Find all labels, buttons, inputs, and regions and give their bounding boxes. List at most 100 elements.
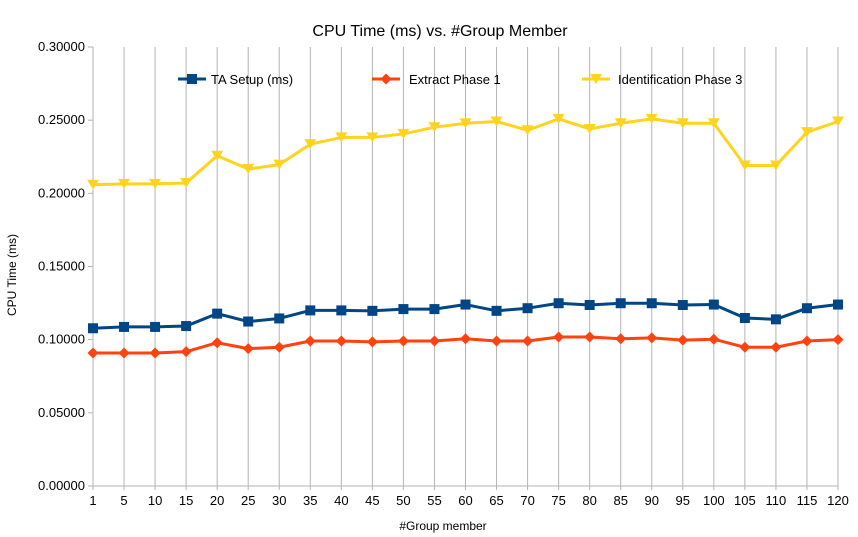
data-point [459, 118, 472, 129]
legend-swatch-marker [380, 73, 392, 85]
y-tick-label: 0.05000 [38, 405, 85, 420]
data-point [833, 299, 843, 310]
data-point [832, 116, 844, 127]
y-axis-ticks: 0.00000 0.05000 0.10000 0.15000 0.20000 0.250… [38, 39, 93, 493]
data-point [490, 116, 503, 127]
legend-item: Extract Phase 1 [372, 72, 501, 87]
data-point [491, 305, 502, 316]
data-point [88, 323, 98, 334]
data-point [491, 335, 503, 347]
data-point [305, 305, 316, 316]
data-point [677, 299, 688, 310]
data-point [273, 341, 285, 353]
x-tick-label: 5 [120, 493, 127, 508]
x-tick-label: 55 [427, 493, 441, 508]
series-2 [87, 113, 844, 190]
x-tick-label: 105 [734, 493, 756, 508]
x-tick-label: 40 [334, 493, 348, 508]
series-group [87, 113, 844, 359]
y-tick-label: 0.20000 [38, 185, 85, 200]
data-point [553, 298, 564, 309]
data-point [801, 303, 812, 314]
data-point [584, 299, 595, 310]
legend-swatch-marker [187, 74, 197, 84]
x-tick-label: 35 [303, 493, 317, 508]
data-point [397, 128, 410, 139]
x-tick-label: 95 [676, 493, 690, 508]
legend-label: TA Setup (ms) [211, 72, 293, 87]
x-tick-label: 75 [551, 493, 565, 508]
data-point [677, 334, 689, 346]
x-tick-label: 100 [703, 493, 725, 508]
y-tick-label: 0.30000 [38, 39, 85, 54]
data-point [460, 299, 471, 310]
data-point [646, 298, 657, 309]
data-point [367, 305, 378, 316]
y-axis-label: CPU Time (ms) [5, 234, 19, 316]
y-tick-label: 0.15000 [38, 259, 85, 274]
data-point [87, 179, 99, 190]
x-tick-label: 15 [179, 493, 193, 508]
x-axis-ticks: 1 5 10 15 20 25 30 35 40 45 50 55 60 65 70 75 80 85 90 95 10… [89, 486, 849, 508]
x-tick-label: 110 [766, 493, 787, 508]
data-point [769, 160, 782, 171]
data-point [336, 305, 347, 316]
x-tick-label: 70 [520, 493, 534, 508]
data-point [274, 313, 285, 324]
x-tick-label: 80 [582, 493, 596, 508]
x-tick-label: 90 [645, 493, 659, 508]
data-point [149, 347, 161, 359]
data-point [646, 332, 658, 344]
data-point [428, 335, 440, 347]
data-point [366, 336, 378, 348]
x-tick-label: 30 [272, 493, 286, 508]
data-point [615, 298, 626, 309]
data-point [87, 347, 99, 359]
y-tick-label: 0.25000 [38, 112, 85, 127]
x-tick-label: 1 [89, 493, 96, 508]
data-point [584, 331, 596, 343]
data-point [242, 164, 255, 175]
data-point [676, 118, 689, 129]
data-point [739, 313, 750, 324]
data-point [645, 113, 658, 124]
x-tick-label: 50 [396, 493, 410, 508]
data-point [460, 333, 471, 345]
data-point [180, 177, 193, 188]
data-point [583, 123, 596, 134]
data-point [118, 347, 130, 359]
legend-swatch-marker [590, 74, 602, 84]
data-point [428, 122, 441, 133]
data-point [118, 178, 131, 189]
data-point [522, 335, 534, 347]
series-0 [88, 298, 843, 334]
data-point [739, 341, 751, 353]
data-point [553, 331, 565, 343]
data-point [615, 333, 627, 345]
data-point [614, 118, 627, 129]
x-tick-label: 45 [365, 493, 379, 508]
legend-label: Identification Phase 3 [618, 72, 742, 87]
data-point [738, 160, 751, 171]
data-point [770, 314, 781, 325]
data-point [335, 335, 347, 347]
data-point [149, 178, 162, 189]
data-point [119, 321, 130, 332]
data-point [707, 118, 720, 129]
data-point [150, 321, 161, 332]
series-1 [87, 331, 844, 359]
chart-title: CPU Time (ms) vs. #Group Member [312, 23, 568, 40]
legend-label: Extract Phase 1 [409, 72, 501, 87]
data-point [801, 335, 813, 347]
x-tick-label: 25 [241, 493, 255, 508]
x-tick-label: 120 [827, 493, 849, 508]
x-tick-label: 60 [458, 493, 472, 508]
data-point [398, 304, 409, 315]
data-point [211, 337, 223, 349]
data-point [335, 132, 348, 143]
x-tick-label: 10 [148, 493, 162, 508]
data-point [242, 343, 254, 355]
data-point [304, 335, 316, 347]
x-tick-label: 65 [489, 493, 503, 508]
